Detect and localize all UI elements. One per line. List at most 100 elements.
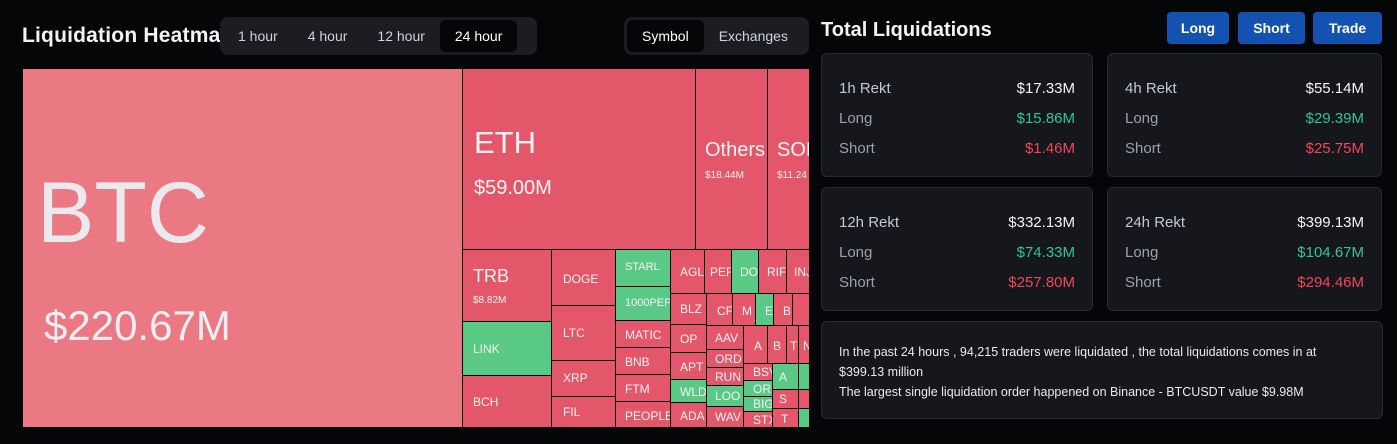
tile-bsv[interactable]: BSV [743,363,773,381]
card-total: $399.13M [1297,214,1364,231]
view-selector: Symbol Exchanges [624,17,809,55]
tile-ftm-name: FTM [625,382,650,396]
tile-big[interactable]: BIG [743,396,773,412]
tile-wav[interactable]: WAV [706,406,744,428]
heatmap-title: Liquidation Heatmap [22,24,234,47]
time-option-1h[interactable]: 1 hour [238,28,278,44]
long-label: Long [839,110,873,127]
tile-blz[interactable]: BLZ [670,293,707,325]
tile-e[interactable]: E [755,293,774,326]
tile-apt-name: APT [680,360,704,374]
tile-cf[interactable]: CF [706,293,733,326]
tile-stx[interactable]: STX [743,411,773,428]
tile-big-name: BIG [753,397,773,411]
tile-matic[interactable]: MATIC [615,320,671,348]
summary-line-2: The largest single liquidation order hap… [839,385,1304,399]
tile-ori[interactable]: ORI [743,380,773,397]
summary-line-1: In the past 24 hours , 94,215 traders we… [839,345,1317,379]
tile-ftm[interactable]: FTM [615,374,671,402]
tile-btc-name: BTC [37,165,209,261]
tile-1000pepe[interactable]: 1000PEPE [615,286,671,321]
tile-a1[interactable]: A [743,325,768,364]
tile-xrp-name: XRP [563,371,588,385]
view-option-symbol[interactable]: Symbol [627,20,704,52]
liquidation-summary: In the past 24 hours , 94,215 traders we… [821,321,1383,419]
time-option-12h[interactable]: 12 hour [377,28,425,44]
tile-bsv-name: BSV [753,365,772,379]
tile-s1-name: S [779,392,788,406]
short-button[interactable]: Short [1238,12,1305,44]
tile-btc[interactable]: BTC $220.67M [22,68,463,428]
time-option-24h[interactable]: 24 hour [439,20,518,52]
tile-sol[interactable]: SOL $11.24 [767,68,810,250]
tile-t2[interactable]: T [772,408,799,428]
tile-wld[interactable]: WLD [670,379,707,403]
tile-n1[interactable]: N [798,325,810,364]
tile-m[interactable]: M [732,293,756,326]
tile-per[interactable]: PER [704,249,732,294]
tile-bnb[interactable]: BNB [615,347,671,375]
card-4h-rekt: 4h Rekt $55.14M Long $29.39M Short $25.75M [1107,53,1382,177]
tile-eth[interactable]: ETH $59.00M [462,68,696,250]
tile-people[interactable]: PEOPLE [615,401,671,428]
tile-green-extra[interactable] [798,363,810,390]
tile-sol-name: SOL [777,139,809,161]
short-value: $257.80M [1008,274,1075,291]
tile-matic-name: MATIC [625,328,662,342]
tile-fil[interactable]: FIL [551,396,616,428]
tile-agl[interactable]: AGL [670,249,705,294]
time-range-selector: 1 hour 4 hour 12 hour 24 hour [220,17,537,55]
tile-do[interactable]: DO [731,249,759,294]
tile-op[interactable]: OP [670,324,707,353]
tile-red-extra[interactable] [798,389,810,409]
tile-b-extra[interactable] [792,293,810,326]
liquidation-treemap: BTC $220.67M ETH $59.00M Others $18.44M … [22,68,810,428]
tile-sol-value: $11.24 [777,170,807,181]
tile-apt[interactable]: APT [670,352,707,380]
tile-run[interactable]: RUN [706,367,744,386]
tile-ord[interactable]: ORD [706,349,744,368]
tile-b1-name: B [783,304,792,318]
tile-trb[interactable]: TRB $8.82M [462,249,552,322]
card-label: 1h Rekt [839,80,891,97]
tile-people-name: PEOPLE [625,409,671,423]
tile-n1-name: N [803,339,809,353]
tile-link[interactable]: LINK [462,321,552,376]
tile-inj[interactable]: INJ [786,249,810,294]
tile-stx-name: STX [753,413,772,427]
tile-ltc[interactable]: LTC [551,305,616,361]
tile-b2-name: B [773,339,782,353]
long-value: $29.39M [1305,110,1364,127]
tile-bch[interactable]: BCH [462,375,552,428]
tile-ada[interactable]: ADA [670,402,707,428]
long-value: $15.86M [1016,110,1075,127]
tile-cf-name: CF [717,304,733,318]
tile-link-name: LINK [473,342,500,356]
trade-button[interactable]: Trade [1313,12,1382,44]
time-option-4h[interactable]: 4 hour [307,28,348,44]
tile-rif[interactable]: RIF [758,249,787,294]
tile-loo[interactable]: LOO [706,385,744,407]
tile-inj-name: INJ [794,265,809,279]
tile-green-extra-2[interactable] [798,408,810,428]
tile-b1[interactable]: B [773,293,793,326]
tile-doge[interactable]: DOGE [551,249,616,306]
long-button[interactable]: Long [1167,12,1229,44]
tile-s1[interactable]: S [772,389,799,409]
tile-trb-value: $8.82M [473,295,507,306]
tile-b2[interactable]: B [767,325,787,364]
tile-a2[interactable]: A [772,363,799,390]
tile-ada-name: ADA [680,409,705,423]
tile-starl[interactable]: STARL [615,249,671,287]
card-total: $17.33M [1016,80,1075,97]
tile-starl-name: STARL [625,261,660,273]
tile-op-name: OP [680,332,698,346]
tile-trb-name: TRB [473,266,509,286]
tile-aav[interactable]: AAV [706,325,744,350]
tile-aav-name: AAV [715,331,739,345]
long-label: Long [839,244,873,261]
tile-xrp[interactable]: XRP [551,360,616,397]
tile-others[interactable]: Others $18.44M [695,68,768,250]
view-option-exchanges[interactable]: Exchanges [718,28,788,44]
short-value: $294.46M [1297,274,1364,291]
